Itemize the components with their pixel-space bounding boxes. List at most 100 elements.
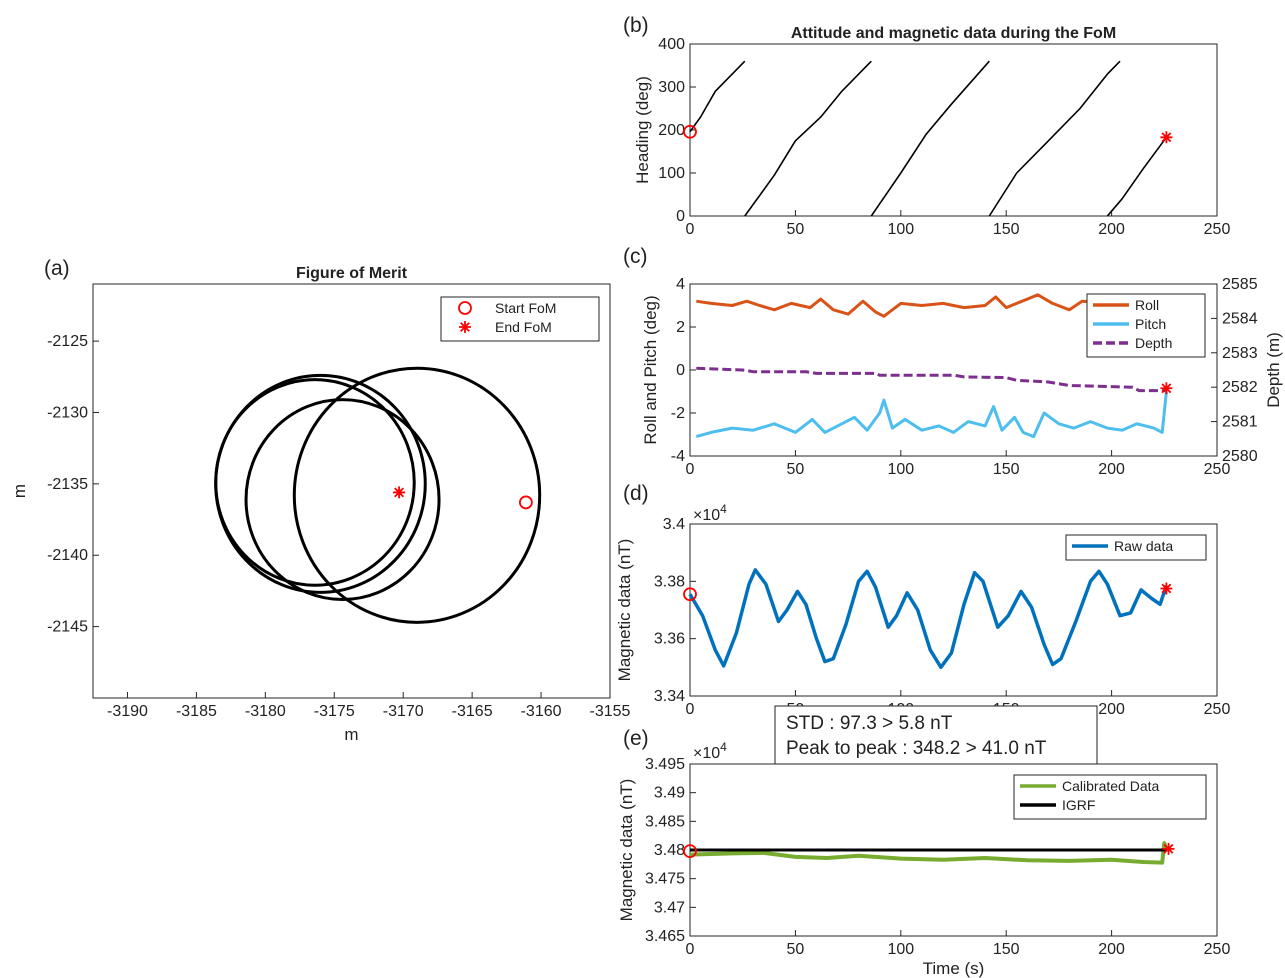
panel-label-d: (d) — [623, 482, 649, 505]
track-loop — [244, 398, 441, 601]
y-axis-label: Magnetic data (nT) — [615, 539, 634, 682]
x-tick-label: 200 — [1098, 941, 1125, 958]
x-tick-label: 250 — [1204, 701, 1231, 718]
y2-tick-label: 2581 — [1222, 414, 1258, 431]
x-tick-label: 0 — [686, 701, 695, 718]
start-marker — [683, 124, 697, 139]
x-tick-label: 100 — [887, 461, 914, 478]
end-marker — [1162, 842, 1175, 855]
heading-line — [988, 60, 1121, 217]
x-tick-label: 100 — [887, 221, 914, 238]
chart-figure-of-merit: -3190 -3185 -3180 -3175 -3170 -3165 -3160 -3155… — [10, 265, 631, 744]
x-tick-label: -3155 — [590, 703, 631, 720]
chart-roll-pitch-depth: 0 50 100 150 200 250 -4 -2 0 2 4 2580 2581 2582 2583 25… — [641, 276, 1283, 478]
y-tick-label: 300 — [658, 79, 685, 96]
stats-peak-to-peak: Peak to peak : 348.2 > 41.0 nT — [786, 738, 1047, 759]
panel-label-e: (e) — [623, 727, 649, 750]
exponent-label: ×104 — [693, 740, 727, 762]
y2-axis-label: Depth (m) — [1264, 332, 1283, 408]
y-tick-label: 3.47 — [654, 899, 685, 916]
y-tick-label: 2 — [676, 319, 685, 336]
end-marker — [1160, 382, 1173, 395]
x-axis-label: m — [344, 725, 358, 744]
axes-frame — [689, 523, 1218, 697]
y-tick-label: 3.36 — [654, 631, 685, 648]
y-tick-label: 100 — [658, 165, 685, 182]
y-tick-label: 3.49 — [654, 785, 685, 802]
y-tick-label: -2145 — [47, 619, 88, 636]
legend-box — [1013, 774, 1207, 820]
x-tick-label: -3175 — [314, 703, 355, 720]
x-tick-label: 250 — [1204, 461, 1231, 478]
legend-label: Pitch — [1135, 316, 1166, 332]
raw-data-line — [688, 568, 1169, 670]
y-tick-label: 0 — [676, 362, 685, 379]
x-tick-label: 250 — [1204, 221, 1231, 238]
y2-tick-label: 2585 — [1222, 276, 1258, 293]
x-tick-label: 200 — [1098, 461, 1125, 478]
panel-label-b: (b) — [623, 14, 649, 37]
legend-label: End FoM — [495, 319, 552, 335]
x-tick-label: 250 — [1204, 941, 1231, 958]
legend-label: Roll — [1135, 297, 1159, 313]
y-tick-label: 3.48 — [654, 842, 685, 859]
chart-calibrated-magnetic: 0 50 100 150 200 250 3.465 3.47 3.475 3.48 3.485 3.… — [617, 740, 1230, 978]
end-marker — [1160, 131, 1173, 144]
y-tick-label: 3.38 — [654, 573, 685, 590]
x-tick-label: -3190 — [107, 703, 148, 720]
legend-label: Start FoM — [495, 300, 556, 316]
heading-line — [870, 60, 990, 217]
legend-label: Raw data — [1114, 538, 1173, 554]
exponent-power: 4 — [720, 740, 727, 754]
x-tick-label: -3180 — [245, 703, 286, 720]
roll-line — [696, 293, 1167, 318]
y-tick-label: 3.465 — [645, 928, 685, 945]
end-marker — [1160, 582, 1173, 595]
x-tick-label: 50 — [787, 941, 805, 958]
chart-title: Attitude and magnetic data during the Fo… — [791, 25, 1116, 42]
y-axis-label: Roll and Pitch (deg) — [641, 295, 660, 444]
y-tick-label: 3.475 — [645, 871, 685, 888]
x-tick-label: 150 — [993, 461, 1020, 478]
start-marker — [683, 587, 697, 602]
y2-tick-label: 2583 — [1222, 345, 1258, 362]
heading-line — [744, 60, 872, 217]
x-tick-label: 50 — [787, 221, 805, 238]
x-tick-label: -3160 — [521, 703, 562, 720]
y-tick-label: 3.4 — [663, 516, 685, 533]
x-tick-label: -3170 — [383, 703, 424, 720]
stats-std: STD : 97.3 > 5.8 nT — [786, 713, 953, 734]
chart-heading: 0 50 100 150 200 250 0 100 200 300 400 Heading (deg… — [633, 25, 1230, 238]
legend-box — [1065, 534, 1207, 561]
heading-line — [1106, 136, 1168, 217]
start-marker — [683, 844, 697, 859]
y2-tick-label: 2582 — [1222, 379, 1258, 396]
x-tick-label: 200 — [1098, 221, 1125, 238]
legend-box — [440, 296, 600, 342]
y-tick-label: 3.485 — [645, 813, 685, 830]
x-tick-label: 100 — [887, 941, 914, 958]
y-tick-label: 400 — [658, 36, 685, 53]
end-marker — [393, 486, 406, 499]
y-tick-label: -2135 — [47, 476, 88, 493]
x-tick-label: 0 — [686, 941, 695, 958]
y-tick-label: -2 — [671, 405, 685, 422]
heading-line — [689, 60, 746, 133]
legend-label: IGRF — [1062, 797, 1095, 813]
stats-box-frame — [774, 705, 1098, 765]
x-tick-label: 200 — [1098, 701, 1125, 718]
y-tick-label: -2125 — [47, 333, 88, 350]
x-tick-label: -3185 — [176, 703, 217, 720]
legend-label: Depth — [1135, 335, 1172, 351]
y-tick-label: 0 — [676, 208, 685, 225]
y2-tick-label: 2580 — [1222, 448, 1258, 465]
axes-frame — [689, 43, 1218, 217]
y-axis-label: m — [10, 484, 29, 498]
y-axis-label: Magnetic data (nT) — [617, 779, 636, 922]
y-tick-label: 3.495 — [645, 756, 685, 773]
y-tick-label: 3.34 — [654, 688, 685, 705]
x-tick-label: 0 — [686, 221, 695, 238]
chart-title: Figure of Merit — [296, 265, 408, 282]
